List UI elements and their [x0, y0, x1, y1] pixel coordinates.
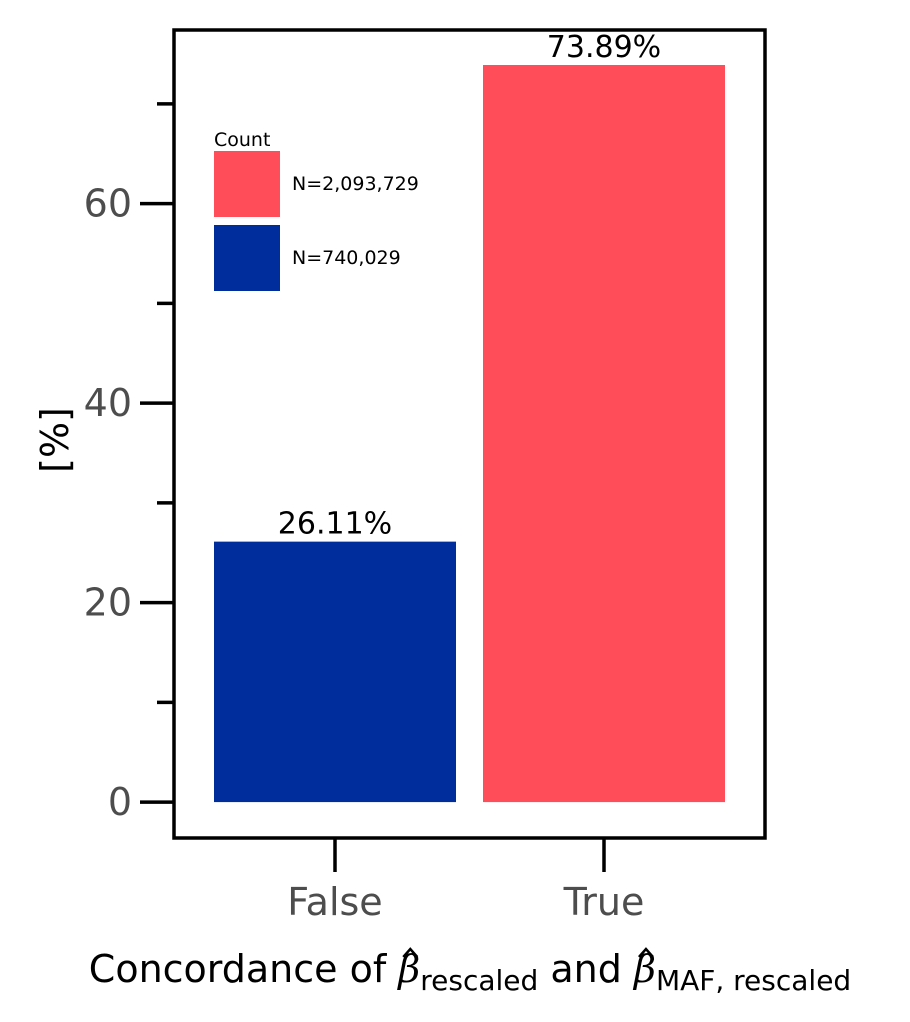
data-label-false: 26.11%: [278, 507, 392, 542]
x-axis-label-sub-1: rescaled: [420, 964, 538, 997]
y-tick-label: 0: [108, 780, 132, 824]
data-label-true: 73.89%: [547, 30, 661, 65]
axes-layer: 0 20 40 60 False True: [84, 28, 767, 924]
bar-false: [214, 541, 456, 803]
x-tick-label-true: True: [563, 880, 645, 924]
x-axis-label-mid: and: [538, 947, 634, 991]
legend-label-0: N=2,093,729: [292, 173, 419, 195]
hat-icon: [402, 947, 419, 958]
x-axis-label-beta-1: β: [396, 947, 420, 991]
y-axis-label: [%]: [33, 407, 77, 473]
plot-frame: [172, 28, 767, 840]
x-axis-label-prefix: Concordance of: [89, 947, 399, 991]
hat-icon: [638, 947, 654, 958]
x-tick-label-false: False: [287, 880, 382, 924]
y-tick-label: 60: [84, 182, 132, 226]
y-tick-label: 40: [84, 381, 132, 425]
legend-swatch-1: [214, 225, 280, 291]
bar-true: [483, 65, 725, 803]
x-axis-label-sub-2: MAF, rescaled: [656, 964, 851, 997]
y-tick-label: 20: [84, 581, 132, 625]
legend-swatch-0: [214, 151, 280, 217]
x-axis-label-beta-2: β: [632, 947, 656, 991]
legend-title: Count: [214, 129, 270, 151]
x-axis-label: Concordance of βrescaled and βMAF, resca…: [89, 947, 851, 997]
legend-label-1: N=740,029: [292, 247, 401, 269]
data-labels-layer: 26.11% 73.89%: [278, 30, 661, 542]
beta-hats: [402, 947, 654, 958]
bars-layer: [214, 65, 725, 803]
legend: Count N=2,093,729 N=740,029: [214, 129, 419, 291]
